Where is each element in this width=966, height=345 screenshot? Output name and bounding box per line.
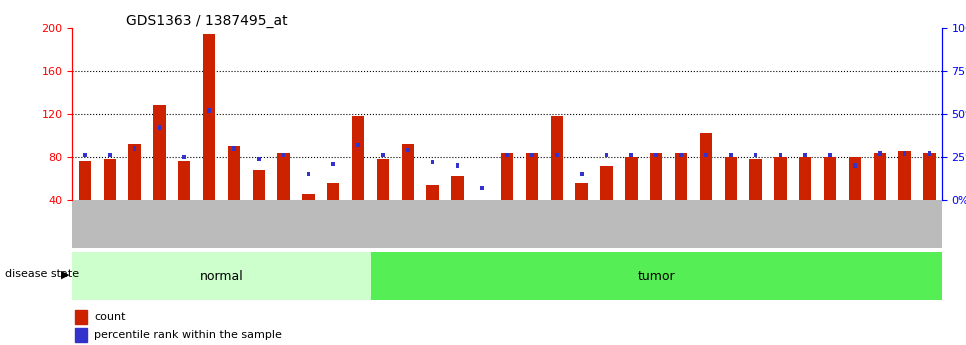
Bar [406,148,410,152]
Bar [600,166,612,200]
Bar [456,164,460,168]
Bar [208,108,211,112]
Bar [903,151,906,156]
Bar [878,151,882,156]
Bar [551,116,563,200]
Bar [83,153,87,157]
Bar [729,153,732,157]
Bar [78,161,91,200]
Text: normal: normal [200,269,243,283]
Bar [252,170,265,200]
Bar [675,152,687,200]
Bar [72,252,371,300]
Bar [128,144,141,200]
Bar [824,157,837,200]
Bar [679,153,683,157]
Bar [505,153,509,157]
Bar [382,153,384,157]
Bar [580,172,583,176]
Bar [753,153,757,157]
Bar [402,144,414,200]
Bar [699,133,712,200]
Bar [724,157,737,200]
Bar [371,252,942,300]
Bar [178,161,190,200]
Bar [203,34,215,200]
Text: GDS1363 / 1387495_at: GDS1363 / 1387495_at [126,14,287,28]
Text: tumor: tumor [638,269,675,283]
Bar [356,143,360,147]
Bar [927,151,931,156]
Bar [526,152,538,200]
Bar [228,146,241,200]
Bar [779,153,782,157]
Bar [576,183,588,200]
Bar [306,172,310,176]
Bar [923,152,936,200]
Bar [849,157,861,200]
Bar [157,126,161,130]
Bar [75,327,87,342]
Bar [898,150,911,200]
Bar [774,157,786,200]
Bar [828,153,832,157]
Bar [630,153,634,157]
Bar [108,153,112,157]
Text: percentile rank within the sample: percentile rank within the sample [95,330,282,340]
Text: ▶: ▶ [61,269,70,279]
Bar [103,159,116,200]
Bar [431,160,435,164]
Bar [799,157,811,200]
Bar [302,194,315,200]
Bar [501,152,513,200]
Bar [480,186,484,190]
Bar [277,152,290,200]
Text: disease state: disease state [5,269,79,279]
Bar [654,153,658,157]
Bar [530,153,534,157]
Bar [132,146,136,150]
Bar [377,159,389,200]
Bar [327,183,339,200]
Bar [873,152,886,200]
Bar [804,153,808,157]
Bar [232,146,236,150]
Bar [183,155,186,159]
Bar [555,153,558,157]
Bar [750,159,762,200]
Bar [331,162,335,166]
Bar [154,105,165,200]
Bar [282,153,286,157]
Bar [257,157,261,161]
Bar [704,153,708,157]
Bar [605,153,609,157]
Bar [352,116,364,200]
Bar [75,310,87,324]
Bar [650,152,663,200]
Bar [853,164,857,168]
Bar [451,176,464,200]
Bar [426,185,439,200]
Bar [625,157,638,200]
Text: count: count [95,312,126,322]
